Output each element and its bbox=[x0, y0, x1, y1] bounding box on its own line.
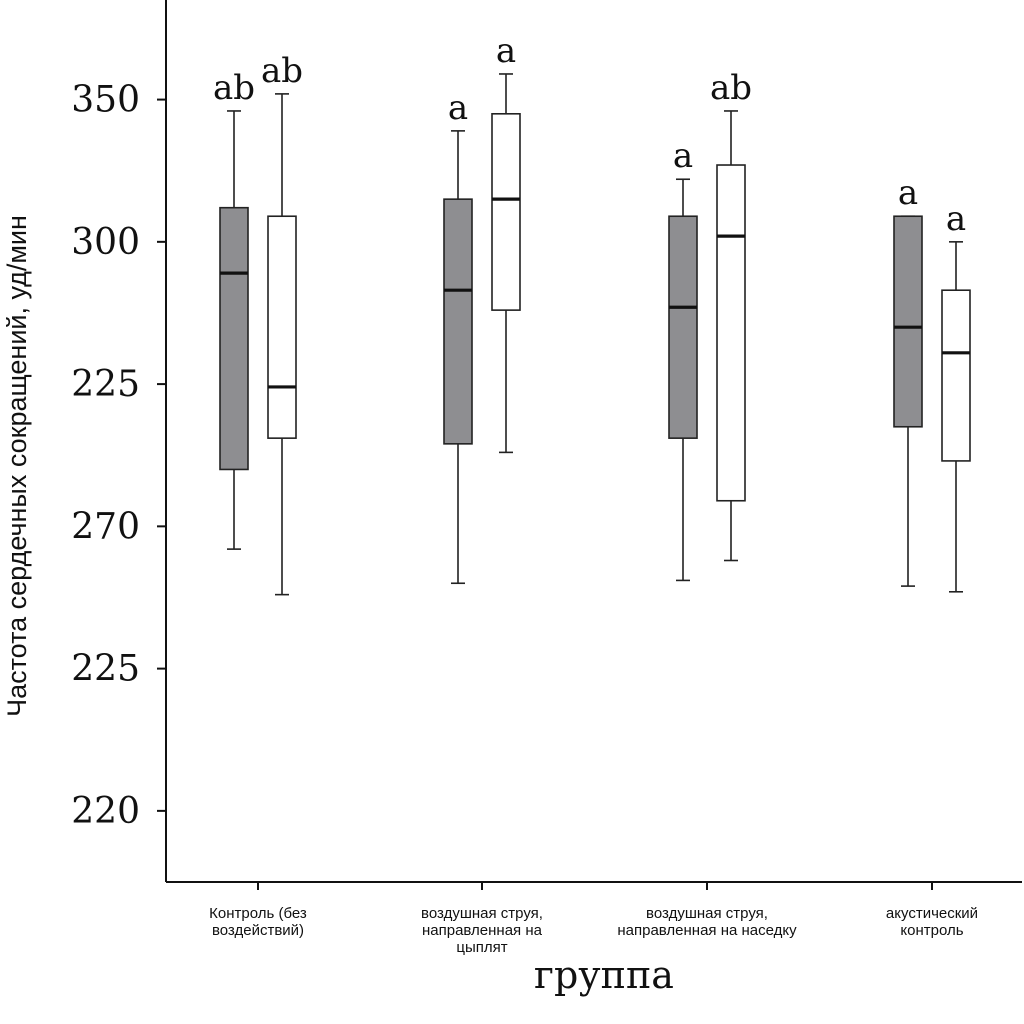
y-tick-label: 225 bbox=[71, 649, 140, 690]
significance-label: ab bbox=[213, 68, 255, 108]
category-label-line: контроль bbox=[900, 922, 963, 939]
iqr-box bbox=[491, 113, 521, 311]
category-label-line: акустический bbox=[886, 905, 978, 922]
y-tick-label: 300 bbox=[71, 222, 140, 263]
box-1-series-2: ab bbox=[261, 51, 303, 596]
iqr-box bbox=[716, 164, 746, 502]
box-4-series-1: a bbox=[893, 173, 923, 587]
y-tick-label: 350 bbox=[71, 80, 140, 121]
box-4-series-2: a bbox=[941, 199, 971, 593]
significance-label: a bbox=[496, 31, 516, 71]
significance-label: ab bbox=[710, 68, 752, 108]
y-tick-label: 270 bbox=[71, 506, 140, 547]
category-label-line: цыплят bbox=[456, 939, 507, 956]
category-label-line: Контроль (без bbox=[209, 905, 307, 922]
category-label-line: направленная на наседку bbox=[617, 922, 797, 939]
iqr-box bbox=[443, 198, 473, 445]
iqr-box bbox=[941, 289, 971, 462]
iqr-box bbox=[267, 215, 297, 439]
category-label-line: воздействий) bbox=[212, 922, 304, 939]
significance-label: ab bbox=[261, 51, 303, 91]
category-label-3: воздушная струя, направленная на наседку bbox=[617, 905, 797, 939]
category-label-line: воздушная струя, bbox=[421, 905, 543, 922]
category-label-4: акустический контроль bbox=[886, 905, 978, 939]
box-3-series-2: ab bbox=[710, 68, 752, 562]
y-tick-label: 225 bbox=[71, 364, 140, 405]
box-1-series-1: ab bbox=[213, 68, 255, 550]
significance-label: a bbox=[448, 88, 468, 128]
y-tick-label: 220 bbox=[71, 791, 140, 832]
category-label-1: Контроль (без воздействий) bbox=[209, 905, 307, 939]
box-3-series-1: a bbox=[668, 136, 698, 582]
significance-label: a bbox=[898, 173, 918, 213]
category-label-line: направленная на bbox=[422, 922, 543, 939]
category-label-2: воздушная струя, направленная на цыплят bbox=[421, 905, 543, 956]
iqr-box bbox=[893, 215, 923, 428]
iqr-box bbox=[219, 206, 249, 471]
significance-label: a bbox=[673, 136, 693, 176]
box-2-series-1: a bbox=[443, 88, 473, 585]
category-label-line: воздушная струя, bbox=[646, 905, 768, 922]
iqr-box bbox=[668, 215, 698, 439]
significance-label: a bbox=[946, 199, 966, 239]
x-axis-title: группа bbox=[534, 953, 674, 997]
x-axis-categories: Контроль (без воздействий) воздушная струя… bbox=[209, 882, 978, 956]
box-2-series-2: a bbox=[491, 31, 521, 454]
y-axis-ticks: 350 300 225 270 225 220 bbox=[71, 80, 166, 832]
y-axis-title: Частота сердечных сокращений, уд/мин bbox=[2, 215, 32, 717]
